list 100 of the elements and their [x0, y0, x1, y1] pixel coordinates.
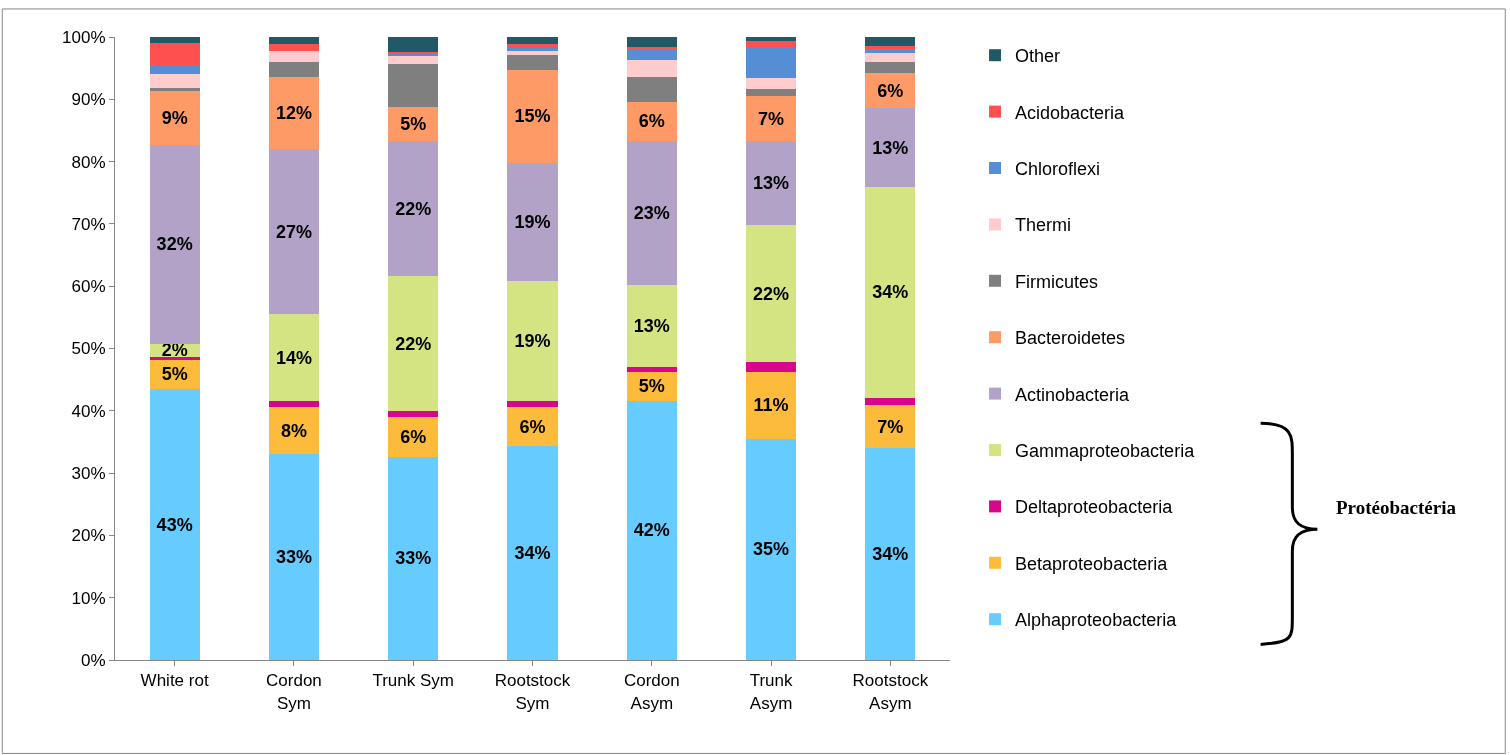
bar: [268, 76, 319, 150]
data-label: 22%: [395, 333, 432, 354]
y-tick-label: 50%: [71, 339, 106, 359]
x-tick-label: Rootstock Sym: [494, 671, 571, 713]
data-label: 35%: [753, 539, 790, 560]
bar: [626, 46, 677, 51]
data-label: 6%: [877, 80, 904, 101]
bar: [268, 50, 319, 62]
x-tick-label: White rot: [140, 671, 209, 691]
bar: [746, 88, 797, 97]
data-label: 43%: [156, 514, 193, 535]
bar: [149, 88, 200, 92]
data-label: 34%: [872, 544, 909, 565]
data-label: 13%: [753, 173, 790, 194]
bar: [388, 276, 439, 411]
bar: [268, 400, 319, 408]
data-label: 5%: [400, 113, 427, 134]
bar: [746, 371, 797, 439]
data-label: 12%: [275, 103, 312, 123]
bar: [746, 96, 797, 142]
bar: [865, 37, 916, 46]
x-tick-label: Cordon Asym: [623, 671, 680, 713]
bar: [865, 187, 916, 398]
legend-label: Actinobacteria: [1015, 384, 1131, 405]
bar: [268, 37, 319, 44]
data-label: 9%: [161, 107, 188, 128]
y-tick-label: 20%: [71, 526, 106, 546]
data-label: 19%: [514, 331, 551, 352]
data-label: 13%: [633, 316, 670, 337]
x-tick-label: Trunk Asym: [749, 671, 793, 713]
bar: [865, 45, 916, 51]
bar: [149, 91, 200, 145]
data-label: 15%: [514, 106, 551, 127]
y-tick-label: 90%: [71, 90, 106, 110]
legend-label: Acidobacteria: [1015, 102, 1126, 123]
bar: [507, 43, 558, 49]
bar: [268, 149, 319, 315]
legend-label: Thermi: [1015, 215, 1072, 236]
x-tick-label: Rootstock Asym: [852, 671, 929, 713]
bar: [865, 61, 916, 74]
bar: [149, 65, 200, 74]
bar: [388, 63, 439, 107]
bar: [746, 78, 797, 89]
bar: [626, 367, 677, 372]
data-label: 23%: [633, 202, 670, 223]
x-tick-label: Trunk Sym: [372, 671, 454, 691]
y-tick-label: 70%: [71, 214, 106, 234]
bar: [746, 46, 797, 79]
bar: [746, 362, 797, 372]
legend-label: Alphaproteobacteria: [1015, 610, 1178, 631]
bar: [388, 37, 439, 52]
bar: [268, 314, 319, 401]
bar: [626, 284, 677, 368]
bar: [865, 405, 916, 449]
bar: [746, 225, 797, 363]
y-tick-label: 60%: [71, 277, 106, 297]
data-label: 32%: [156, 234, 193, 255]
data-label: 7%: [758, 108, 785, 129]
y-tick-label: 30%: [71, 464, 106, 484]
data-label: 5%: [638, 376, 665, 397]
bar: [507, 37, 558, 44]
bar: [626, 50, 677, 61]
bar: [626, 37, 677, 47]
data-label: 33%: [275, 547, 312, 568]
bar: [507, 401, 558, 408]
bar: [626, 141, 677, 285]
bar: [626, 76, 677, 102]
data-label: 5%: [161, 364, 188, 385]
legend-label: Betaproteobacteria: [1015, 553, 1169, 574]
legend-label: Other: [1015, 46, 1061, 67]
legend-label: Gammaproteobacteria: [1015, 441, 1196, 462]
y-tick-label: 80%: [71, 152, 106, 172]
y-tick-label: 40%: [71, 401, 106, 421]
bar: [507, 162, 558, 281]
bar: [149, 144, 200, 344]
bar: [149, 37, 200, 44]
data-label: 6%: [400, 426, 427, 447]
bar: [865, 50, 916, 54]
bar: [388, 141, 439, 277]
data-label: 6%: [519, 416, 546, 437]
bar: [507, 280, 558, 402]
data-label: 34%: [514, 543, 551, 564]
bar: [746, 438, 797, 660]
bar: [149, 43, 200, 66]
bar: [507, 55, 558, 71]
x-tick-label: Cordon Sym: [266, 671, 322, 713]
data-label: 11%: [753, 395, 789, 416]
data-label: 7%: [877, 416, 904, 437]
bar: [626, 60, 677, 77]
bar: [388, 55, 439, 64]
bar: [507, 446, 558, 660]
text: Protéobactéria: [1336, 497, 1457, 518]
y-tick-label: 10%: [71, 588, 106, 608]
data-label: 13%: [872, 137, 909, 158]
data-label: 6%: [638, 111, 665, 132]
bar: [865, 53, 916, 62]
legend-label: Deltaproteobacteria: [1015, 497, 1174, 518]
data-label: 19%: [514, 211, 551, 232]
data-label: 33%: [395, 548, 432, 569]
bar: [507, 70, 558, 163]
